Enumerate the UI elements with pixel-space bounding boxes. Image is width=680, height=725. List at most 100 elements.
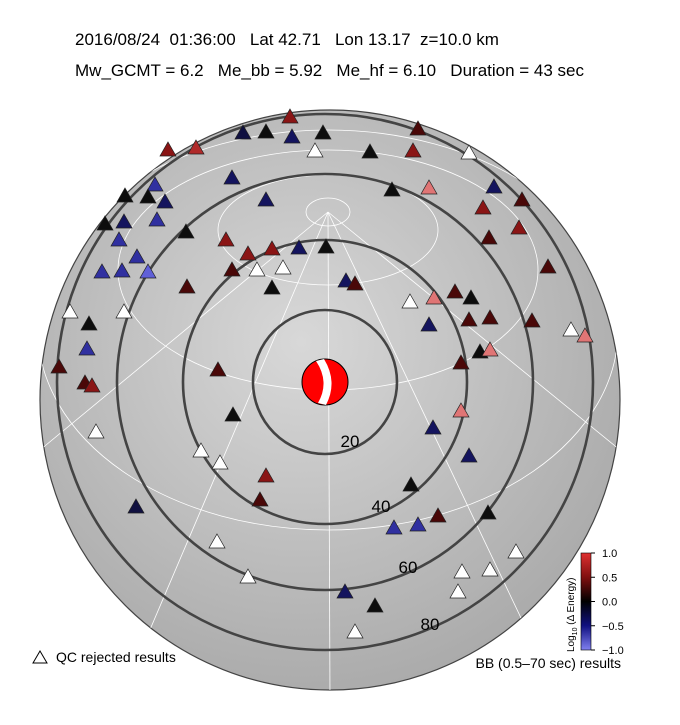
station-marker bbox=[460, 447, 478, 463]
station-marker bbox=[61, 303, 79, 319]
station-marker bbox=[139, 188, 157, 204]
station-marker bbox=[257, 191, 275, 207]
station-marker bbox=[409, 516, 427, 532]
station-marker bbox=[402, 476, 420, 492]
station-marker bbox=[208, 533, 226, 549]
station-marker bbox=[336, 583, 354, 599]
station-marker bbox=[290, 239, 308, 255]
legend-text: BB (0.5–70 sec) results bbox=[475, 655, 621, 671]
station-marker bbox=[93, 263, 111, 279]
stations bbox=[50, 108, 594, 639]
station-marker bbox=[401, 293, 419, 309]
station-marker bbox=[83, 377, 101, 393]
station-marker bbox=[211, 454, 229, 470]
station-marker bbox=[139, 263, 157, 279]
station-marker bbox=[224, 406, 242, 422]
station-marker bbox=[87, 423, 105, 439]
station-marker bbox=[80, 315, 98, 331]
station-marker bbox=[116, 187, 134, 203]
colorbar-tick-label: 1.0 bbox=[602, 548, 617, 560]
station-marker bbox=[479, 504, 497, 520]
station-marker bbox=[115, 303, 133, 319]
station-marker bbox=[178, 278, 196, 294]
station-marker bbox=[424, 419, 442, 435]
station-marker bbox=[234, 124, 252, 140]
station-marker bbox=[239, 568, 257, 584]
station-marker bbox=[217, 231, 235, 247]
station-marker bbox=[481, 341, 499, 357]
station-marker bbox=[420, 316, 438, 332]
station-marker bbox=[223, 169, 241, 185]
station-marker bbox=[263, 240, 281, 256]
station-marker bbox=[159, 141, 177, 157]
station-marker bbox=[78, 340, 96, 356]
station-marker bbox=[429, 507, 447, 523]
station-marker bbox=[409, 120, 427, 136]
station-marker bbox=[248, 261, 266, 277]
station-marker bbox=[337, 272, 355, 288]
beachball bbox=[301, 358, 349, 406]
station-marker bbox=[156, 193, 174, 209]
station-marker bbox=[385, 519, 403, 535]
station-marker bbox=[251, 491, 269, 507]
station-marker bbox=[420, 179, 438, 195]
colorbar-tick-label: −0.5 bbox=[602, 621, 624, 633]
station-marker bbox=[576, 327, 594, 343]
station-marker bbox=[481, 561, 499, 577]
station-marker bbox=[187, 139, 205, 155]
station-marker bbox=[146, 176, 164, 192]
station-marker bbox=[346, 275, 364, 291]
station-marker bbox=[452, 402, 470, 418]
header-line: 2016/08/24 01:36:00 Lat 42.71 Lon 13.17 … bbox=[75, 30, 499, 49]
station-marker bbox=[474, 199, 492, 215]
station-marker bbox=[383, 181, 401, 197]
station-marker bbox=[115, 213, 133, 229]
station-marker bbox=[481, 309, 499, 325]
station-marker bbox=[177, 223, 195, 239]
colorbar-label: Log10 (Δ Energy) bbox=[566, 577, 579, 652]
header-line: Mw_GCMT = 6.2 Me_bb = 5.92 Me_hf = 6.10 … bbox=[75, 61, 585, 80]
station-marker bbox=[507, 543, 525, 559]
distance-label: 80 bbox=[421, 615, 440, 634]
station-marker bbox=[452, 354, 470, 370]
station-marker bbox=[192, 442, 210, 458]
distance-rings bbox=[40, 110, 620, 690]
station-marker bbox=[510, 219, 528, 235]
legend-text: QC rejected results bbox=[56, 649, 176, 665]
distance-label: 20 bbox=[341, 432, 360, 451]
colorbar-tick-label: −1.0 bbox=[602, 645, 624, 657]
station-marker bbox=[274, 259, 292, 275]
station-marker bbox=[127, 498, 145, 514]
station-marker bbox=[449, 583, 467, 599]
station-marker bbox=[128, 248, 146, 264]
station-marker bbox=[263, 279, 281, 295]
station-marker bbox=[366, 597, 384, 613]
station-marker bbox=[425, 289, 443, 305]
station-marker bbox=[513, 191, 531, 207]
station-marker bbox=[562, 321, 580, 337]
station-marker bbox=[283, 128, 301, 144]
colorbar-tick-label: 0.5 bbox=[602, 572, 617, 584]
station-marker bbox=[239, 245, 257, 261]
colorbar bbox=[580, 552, 592, 651]
station-marker bbox=[460, 144, 478, 160]
station-marker bbox=[96, 215, 114, 231]
station-marker bbox=[281, 108, 299, 124]
label-part: (Δ Energy) bbox=[566, 577, 577, 627]
station-marker bbox=[50, 358, 68, 374]
station-marker bbox=[404, 142, 422, 158]
label-sub: 10 bbox=[572, 627, 579, 635]
station-marker bbox=[523, 312, 541, 328]
station-marker bbox=[460, 311, 478, 327]
distance-label: 40 bbox=[372, 497, 391, 516]
station-marker bbox=[306, 142, 324, 158]
station-marker bbox=[314, 124, 332, 140]
colorbar-tick-label: 0.0 bbox=[602, 597, 617, 609]
station-marker bbox=[446, 283, 464, 299]
station-marker bbox=[539, 258, 557, 274]
legend-symbol bbox=[32, 650, 48, 664]
station-marker bbox=[148, 211, 166, 227]
station-marker bbox=[257, 123, 275, 139]
